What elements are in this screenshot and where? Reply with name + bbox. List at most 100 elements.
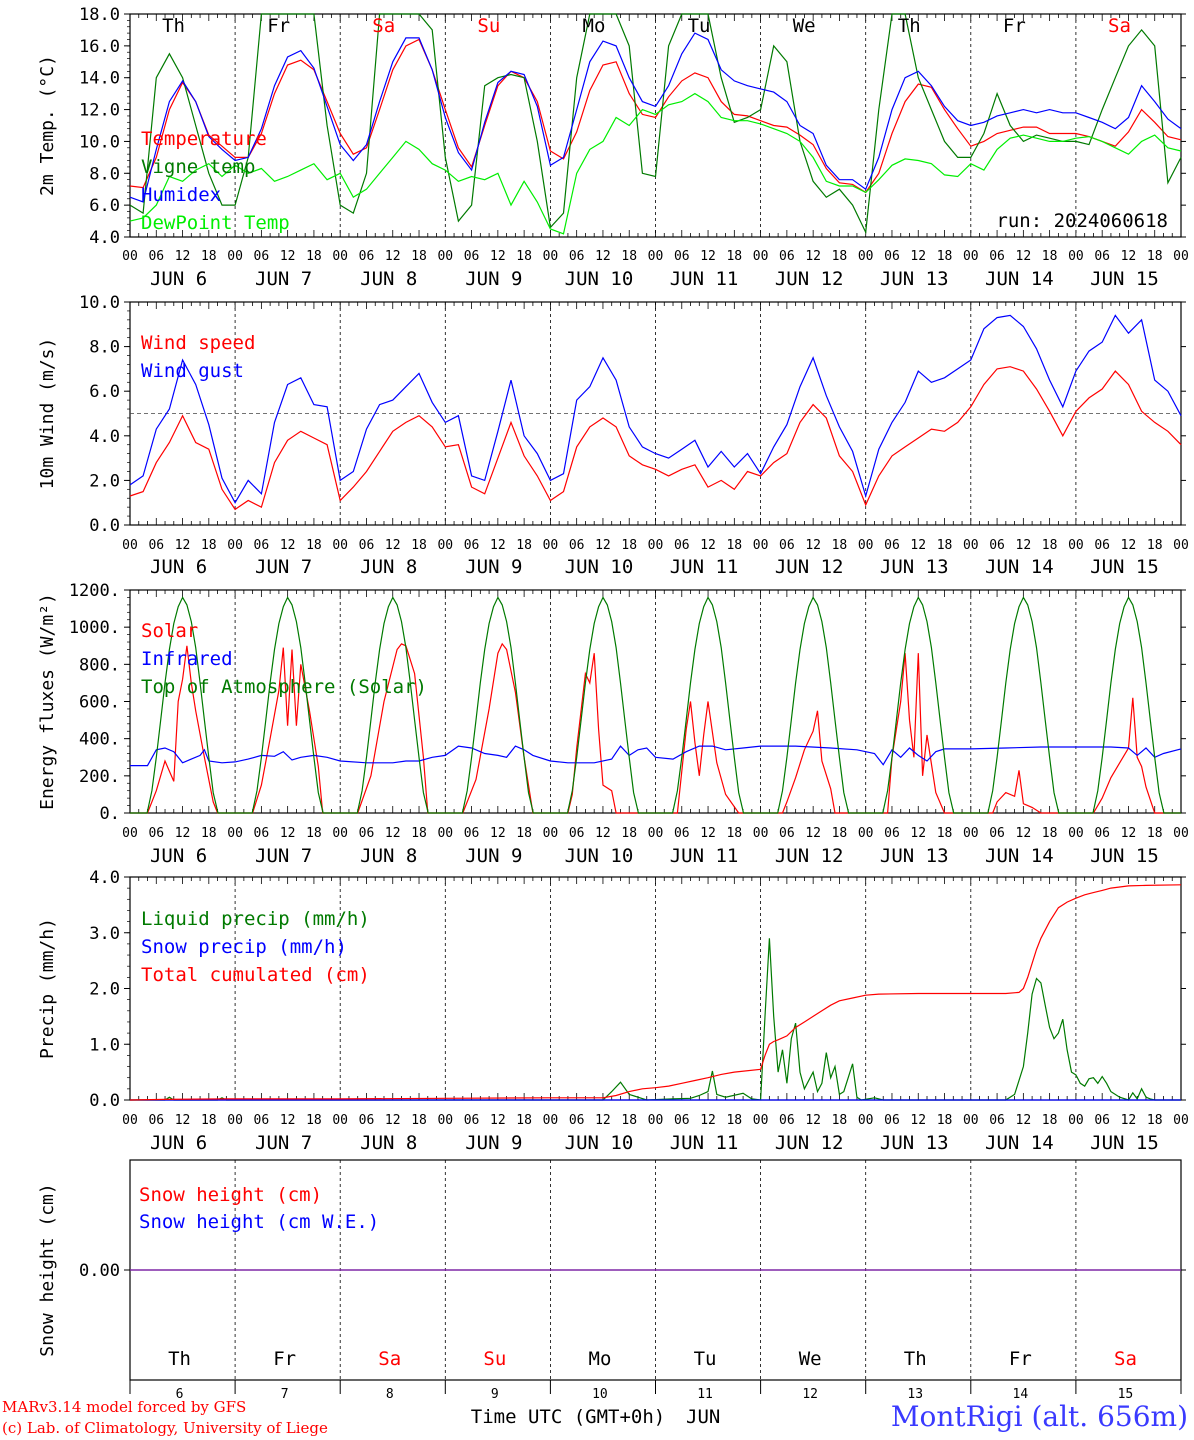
hour-label: 00 bbox=[332, 1113, 348, 1128]
hour-label: 18 bbox=[1147, 826, 1163, 841]
panel-frame bbox=[129, 589, 1182, 814]
station-title: MontRigi (alt. 656m) bbox=[890, 1400, 1188, 1433]
y-tick-label: 6.0 bbox=[89, 382, 120, 402]
hour-label: 12 bbox=[700, 826, 716, 841]
hour-label: 00 bbox=[648, 1113, 664, 1128]
weekday-label: Th bbox=[898, 15, 921, 37]
day-number: 13 bbox=[907, 1387, 923, 1402]
hour-label: 06 bbox=[359, 538, 375, 553]
series-line bbox=[129, 32, 1182, 203]
hour-label: 12 bbox=[595, 826, 611, 841]
panel-3: 0. 200. 400. 600. 800. 1000. 1200. Energy fluxe… bbox=[37, 581, 1189, 867]
hour-label: 06 bbox=[1094, 249, 1110, 264]
hour-label: 18 bbox=[1042, 826, 1058, 841]
day-label: JUN 10 bbox=[565, 1132, 634, 1154]
hour-label: 06 bbox=[464, 826, 480, 841]
weekday-label: Fr bbox=[1003, 15, 1026, 37]
y-tick-label: 800. bbox=[79, 655, 120, 675]
hour-label: 18 bbox=[832, 826, 848, 841]
hour-label: 18 bbox=[306, 826, 322, 841]
hour-label: 00 bbox=[1068, 1113, 1084, 1128]
legend-entry: Infrared bbox=[141, 648, 233, 670]
panel-2: 0.0 2.0 4.0 6.0 8.0 10.0 10m Wind (m/s) Wind sp… bbox=[37, 293, 1189, 578]
y-tick-label: 16.0 bbox=[79, 37, 120, 57]
hour-label: 12 bbox=[1121, 538, 1137, 553]
day-label: JUN 7 bbox=[255, 268, 312, 290]
y-tick-label: 10.0 bbox=[79, 132, 120, 152]
hour-label: 00 bbox=[753, 249, 769, 264]
hour-label: 12 bbox=[805, 1113, 821, 1128]
y-axis-label: Snow height (cm) bbox=[37, 1183, 58, 1356]
hour-label: 06 bbox=[254, 249, 270, 264]
weekday-label: Mo bbox=[583, 15, 606, 37]
panel-1: 4.0 6.0 8.0 10.0 12.0 14.0 16.0 18.0 2m Temp. (°… bbox=[37, 5, 1189, 290]
hour-label: 00 bbox=[122, 538, 138, 553]
day-label: JUN 12 bbox=[775, 556, 844, 578]
hour-label: 00 bbox=[963, 826, 979, 841]
day-label: JUN 6 bbox=[150, 845, 207, 867]
hour-label: 06 bbox=[148, 826, 164, 841]
y-tick-label: 200. bbox=[79, 767, 120, 787]
hour-label: 00 bbox=[227, 249, 243, 264]
legend-entry: Solar bbox=[141, 620, 198, 642]
hour-label: 06 bbox=[779, 538, 795, 553]
hour-label: 00 bbox=[437, 1113, 453, 1128]
day-label: JUN 12 bbox=[775, 268, 844, 290]
hour-label: 12 bbox=[595, 249, 611, 264]
day-label: JUN 6 bbox=[150, 268, 207, 290]
day-label: JUN 13 bbox=[880, 1132, 949, 1154]
day-label: JUN 6 bbox=[150, 1132, 207, 1154]
hour-label: 18 bbox=[1042, 249, 1058, 264]
day-label: JUN 11 bbox=[670, 268, 739, 290]
hour-label: 12 bbox=[175, 538, 191, 553]
day-number: 10 bbox=[592, 1387, 608, 1402]
hour-label: 00 bbox=[1173, 826, 1189, 841]
y-tick-label: 1.0 bbox=[89, 1035, 120, 1055]
day-number: 12 bbox=[802, 1387, 818, 1402]
weekday-label: Sa bbox=[1108, 15, 1131, 37]
series-line bbox=[130, 938, 1181, 1101]
day-label: JUN 9 bbox=[465, 1132, 522, 1154]
hour-label: 12 bbox=[1016, 1113, 1032, 1128]
hour-label: 12 bbox=[385, 826, 401, 841]
hour-label: 18 bbox=[621, 826, 637, 841]
x-axis-title: Time UTC (GMT+0h) bbox=[471, 1406, 665, 1428]
hour-label: 18 bbox=[306, 1113, 322, 1128]
hour-label: 06 bbox=[148, 1113, 164, 1128]
y-tick-label: 400. bbox=[79, 730, 120, 750]
series-line bbox=[129, 366, 1182, 511]
legend-entry: Humidex bbox=[141, 184, 221, 206]
day-number: 6 bbox=[176, 1387, 184, 1402]
y-tick-label: 2.0 bbox=[89, 471, 120, 491]
day-label: JUN 6 bbox=[150, 556, 207, 578]
day-label: JUN 7 bbox=[255, 845, 312, 867]
hour-label: 00 bbox=[753, 538, 769, 553]
day-label: JUN 15 bbox=[1090, 556, 1159, 578]
legend-entry: Liquid precip (mm/h) bbox=[141, 908, 370, 930]
hour-label: 12 bbox=[175, 249, 191, 264]
hour-label: 06 bbox=[569, 538, 585, 553]
hour-label: 00 bbox=[332, 538, 348, 553]
hour-label: 00 bbox=[753, 1113, 769, 1128]
day-label: JUN 11 bbox=[670, 556, 739, 578]
series-line bbox=[129, 314, 1182, 504]
day-number: 15 bbox=[1118, 1387, 1134, 1402]
day-number: 8 bbox=[386, 1387, 394, 1402]
series-line bbox=[130, 745, 1182, 767]
weekday-label: Th bbox=[904, 1348, 927, 1370]
hour-label: 18 bbox=[621, 249, 637, 264]
hour-label: 00 bbox=[858, 826, 874, 841]
model-credit: MARv3.14 model forced by GFS bbox=[2, 1398, 247, 1416]
hour-label: 06 bbox=[359, 826, 375, 841]
day-label: JUN 12 bbox=[775, 845, 844, 867]
hour-label: 12 bbox=[700, 538, 716, 553]
panel-5: 0.00 Snow height (cm) Snow height (cm) Snow… bbox=[37, 1159, 1186, 1381]
weekday-label: Sa bbox=[378, 1348, 401, 1370]
weekday-label: Th bbox=[162, 15, 185, 37]
hour-label: 12 bbox=[280, 249, 296, 264]
hour-label: 12 bbox=[280, 538, 296, 553]
weekday-label: Su bbox=[483, 1348, 506, 1370]
day-label: JUN 14 bbox=[985, 1132, 1054, 1154]
hour-label: 00 bbox=[858, 1113, 874, 1128]
run-label: run: 2024060618 bbox=[996, 210, 1168, 232]
